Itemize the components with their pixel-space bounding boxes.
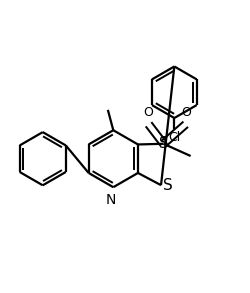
Text: O: O	[143, 106, 153, 119]
Text: Cl: Cl	[168, 131, 180, 144]
Text: O: O	[180, 106, 190, 119]
Text: S: S	[158, 136, 168, 151]
Text: N: N	[106, 193, 116, 207]
Text: S: S	[162, 178, 172, 193]
